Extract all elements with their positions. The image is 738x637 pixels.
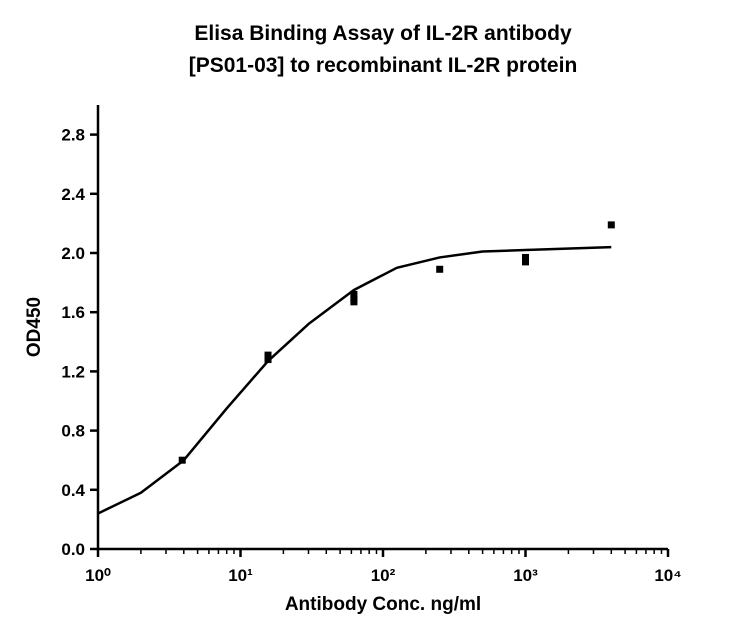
y-tick-label: 2.0 <box>61 244 85 263</box>
y-tick-label: 0.0 <box>61 540 85 559</box>
data-point <box>436 265 444 273</box>
x-tick-label: 10⁴ <box>654 566 681 585</box>
x-axis-label: Antibody Conc. ng/ml <box>285 594 481 615</box>
fit-curve <box>97 245 612 515</box>
data-point <box>264 351 272 359</box>
data-point <box>607 221 615 229</box>
y-axis-label: OD450 <box>24 297 45 357</box>
y-tick-label: 2.4 <box>61 185 85 204</box>
chart-title: Elisa Binding Assay of IL-2R antibody <box>194 22 572 45</box>
data-point <box>522 258 529 266</box>
data-point <box>350 298 358 306</box>
y-tick-label: 2.8 <box>61 126 85 145</box>
x-tick-label: 10³ <box>513 566 538 585</box>
y-tick-label: 0.8 <box>61 422 85 441</box>
x-tick-label: 10² <box>371 566 396 585</box>
data-point <box>522 253 529 261</box>
y-tick-label: 1.6 <box>61 303 85 322</box>
y-tick-label: 0.4 <box>61 481 85 500</box>
y-tick-label: 1.2 <box>61 362 85 381</box>
chart-title: [PS01-03] to recombinant IL-2R protein <box>189 54 578 77</box>
x-tick-label: 10⁰ <box>85 566 111 585</box>
x-tick-label: 10¹ <box>228 566 253 585</box>
data-point <box>350 290 358 298</box>
